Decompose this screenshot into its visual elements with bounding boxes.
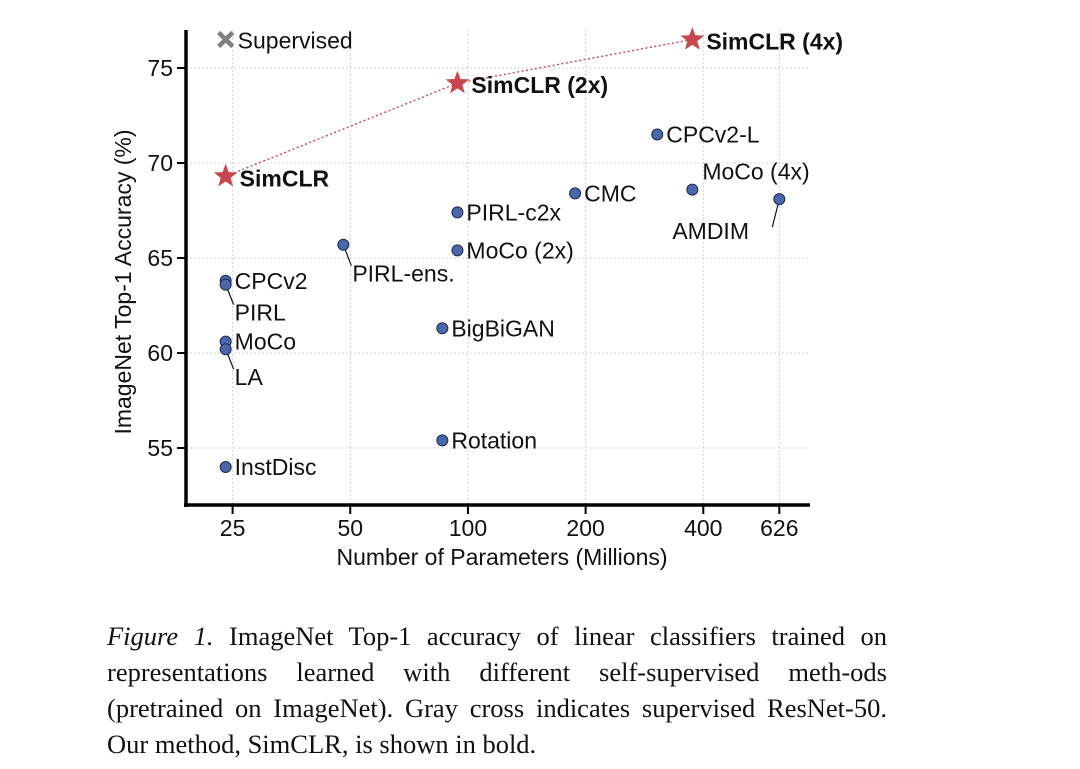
circle-marker-pirl-ens	[337, 238, 350, 251]
x-tick-label: 100	[449, 515, 487, 541]
point-label-simclr-4x: SimCLR (4x)	[706, 29, 843, 55]
x-tick-label: 400	[684, 515, 722, 541]
star-marker-simclr-2x	[445, 70, 470, 94]
circle-marker-instdisc	[219, 461, 232, 473]
point-label-cmc: CMC	[584, 180, 636, 206]
circle-marker-amdim	[773, 193, 786, 206]
y-tick-label: 65	[147, 245, 173, 271]
y-tick-label: 75	[147, 55, 173, 81]
cross-marker-supervised	[217, 30, 235, 49]
point-label-supervised: Supervised	[238, 28, 353, 54]
data-points	[213, 27, 786, 473]
point-label-cpcv2: CPCv2	[235, 268, 308, 294]
point-label-pirl: PIRL	[235, 300, 286, 326]
x-axis-label: Number of Parameters (Millions)	[336, 544, 667, 570]
tick-labels: 55 60 65 70 75 25 50 100 200 400 626	[147, 55, 798, 541]
y-tick-label: 70	[147, 150, 173, 176]
point-label-rotation: Rotation	[451, 427, 537, 453]
point-label-simclr-2x: SimCLR (2x)	[471, 72, 608, 98]
x-tick-label: 200	[566, 515, 604, 541]
grid-lines	[186, 30, 810, 505]
figure-caption: Figure 1. ImageNet Top-1 accuracy of lin…	[107, 618, 887, 762]
simclr-connector-line	[225, 38, 693, 177]
x-tick-label: 626	[760, 515, 798, 541]
y-tick-label: 60	[147, 340, 173, 366]
circle-marker-cmc	[569, 187, 582, 200]
figure-label: Figure 1.	[107, 621, 214, 651]
point-label-bigbigan: BigBiGAN	[451, 315, 555, 341]
circle-marker-bigbigan	[436, 322, 449, 335]
point-label-pirl-c2x: PIRL-c2x	[466, 199, 561, 225]
circle-marker-moco-2x	[451, 244, 464, 257]
y-tick-label: 55	[147, 435, 173, 461]
caption-text: ImageNet Top-1 accuracy of linear classi…	[107, 621, 887, 759]
point-label-amdim: AMDIM	[672, 218, 749, 244]
x-tick-label: 25	[220, 515, 246, 541]
axes	[177, 30, 810, 514]
point-labels: SimCLR SimCLR (2x) SimCLR (4x) Supervised CP…	[235, 28, 843, 481]
point-label-la: LA	[235, 364, 264, 390]
circle-marker-moco-4x	[686, 183, 699, 196]
circle-marker-cpcv2-l	[651, 128, 664, 141]
y-axis-label: ImageNet Top-1 Accuracy (%)	[110, 129, 136, 434]
point-label-pirl-ens: PIRL-ens.	[352, 261, 454, 287]
point-label-moco: MoCo	[235, 329, 296, 355]
point-label-cpcv2-l: CPCv2-L	[666, 122, 760, 148]
point-label-moco-2x: MoCo (2x)	[466, 237, 573, 263]
star-marker-simclr	[213, 163, 238, 187]
star-marker-simclr-4x	[680, 27, 705, 50]
scatter-chart: SimCLR SimCLR (2x) SimCLR (4x) Supervised CP…	[110, 27, 843, 570]
x-tick-label: 50	[337, 515, 363, 541]
point-label-moco-4x: MoCo (4x)	[702, 159, 809, 185]
circle-marker-pirl-c2x	[451, 206, 464, 219]
circle-marker-rotation	[436, 434, 449, 447]
simclr-dotted-line	[225, 38, 693, 177]
cross-stroke	[217, 30, 235, 49]
circle-marker-pirl	[219, 278, 232, 291]
circle-marker-la	[219, 343, 232, 356]
point-label-simclr: SimCLR	[240, 165, 330, 191]
point-label-instdisc: InstDisc	[235, 454, 317, 480]
